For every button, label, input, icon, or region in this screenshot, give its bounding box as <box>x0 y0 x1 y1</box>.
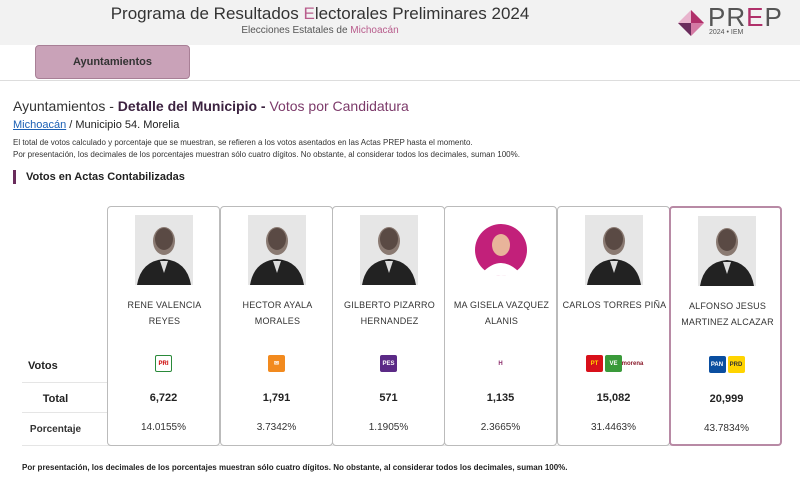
candidate-photo <box>698 216 756 286</box>
prep-logo-icon <box>678 10 704 36</box>
party-logos: PRI <box>108 355 219 372</box>
party-logo-prd-icon: PRD <box>727 356 745 373</box>
page-subtitle: Elecciones Estatales de Michoacán <box>241 25 399 36</box>
party-logos: ✉ <box>221 355 332 372</box>
party-logo-hm-icon: H <box>492 355 509 372</box>
breadcrumb-link-state[interactable]: Michoacán <box>13 119 67 131</box>
candidate-percentage: 3.7342% <box>256 422 297 433</box>
candidate-photo <box>360 215 418 285</box>
candidate-name: MA GISELA VAZQUEZ ALANIS <box>453 300 550 326</box>
party-logo-pvem-icon: VE <box>605 355 622 372</box>
party-logo-pes-icon: PES <box>380 355 397 372</box>
breadcrumb: Michoacán / Municipio 54. Morelia <box>13 119 180 131</box>
candidate-name: RENE VALENCIA REYES <box>127 300 202 326</box>
party-logo-pan-icon: PAN <box>708 356 726 373</box>
candidate-photo <box>585 215 643 285</box>
party-logo-morena-icon: morena <box>622 355 643 372</box>
prep-logo-text: PREP <box>708 2 783 32</box>
candidate-name: CARLOS TORRES PIÑA <box>562 300 667 310</box>
party-logo-pt-icon: PT <box>586 355 603 372</box>
candidate-total: 1,791 <box>262 392 291 404</box>
party-logos: PT VE morena <box>558 355 669 372</box>
candidate-name: GILBERTO PIZARRO HERNANDEZ <box>344 300 435 326</box>
candidate-card: ALFONSO JESUS MARTINEZ ALCAZAR PAN PRD 20… <box>669 206 782 446</box>
candidate-total: 6,722 <box>149 392 178 404</box>
row-label-porcentaje: Porcentaje <box>29 424 82 435</box>
tab-ayuntamientos[interactable]: Ayuntamientos <box>35 45 190 79</box>
candidate-total: 20,999 <box>709 393 744 405</box>
candidate-percentage: 14.0155% <box>140 422 187 433</box>
candidate-total: 1,135 <box>486 392 515 404</box>
candidate-name: ALFONSO JESUS MARTINEZ ALCAZAR <box>681 301 774 327</box>
candidate-percentage: 1.1905% <box>368 422 409 433</box>
candidate-total: 571 <box>379 392 398 404</box>
candidate-percentage: 43.7834% <box>703 423 750 434</box>
party-logo-pri-icon: PRI <box>155 355 172 372</box>
candidate-card: GILBERTO PIZARRO HERNANDEZ PES 571 1.190… <box>332 206 445 446</box>
candidate-card: CARLOS TORRES PIÑA PT VE morena 15,082 31.… <box>557 206 670 446</box>
party-logo-mc-icon: ✉ <box>268 355 285 372</box>
candidate-total: 15,082 <box>596 392 631 404</box>
candidate-photo <box>248 215 306 285</box>
party-logos: PES <box>333 355 444 372</box>
section-heading: Ayuntamientos - Detalle del Municipio - … <box>13 98 409 114</box>
page-title: Programa de Resultados Electorales Preli… <box>110 4 530 23</box>
candidate-name: HECTOR AYALA MORALES <box>242 300 313 326</box>
prep-logo-sub: 2024 • IEM <box>709 29 744 36</box>
votes-section-title: Votos en Actas Contabilizadas <box>13 170 185 184</box>
footnote: Por presentación, los decimales de los p… <box>22 463 568 472</box>
candidate-percentage: 31.4463% <box>590 422 637 433</box>
nav-bar: Ayuntamientos <box>0 45 800 81</box>
main-content: Ayuntamientos - Detalle del Municipio - … <box>0 81 800 480</box>
party-logos: PAN PRD <box>671 356 782 373</box>
candidate-photo <box>135 215 193 285</box>
candidate-card: RENE VALENCIA REYES PRI 6,722 14.0155% <box>107 206 220 446</box>
top-header: Programa de Resultados Electorales Preli… <box>0 0 800 45</box>
candidate-card: HECTOR AYALA MORALES ✉ 1,791 3.7342% <box>220 206 333 446</box>
candidate-percentage: 2.3665% <box>480 422 521 433</box>
party-logos: H <box>445 355 556 372</box>
row-label-votos: Votos <box>28 360 58 372</box>
row-label-total: Total <box>42 393 69 405</box>
candidate-card: MA GISELA VAZQUEZ ALANIS H 1,135 2.3665% <box>444 206 557 446</box>
prep-logo[interactable]: PREP 2024 • IEM <box>676 2 786 42</box>
info-note: El total de votos calculado y porcentaje… <box>13 138 520 159</box>
candidate-photo <box>472 215 530 285</box>
